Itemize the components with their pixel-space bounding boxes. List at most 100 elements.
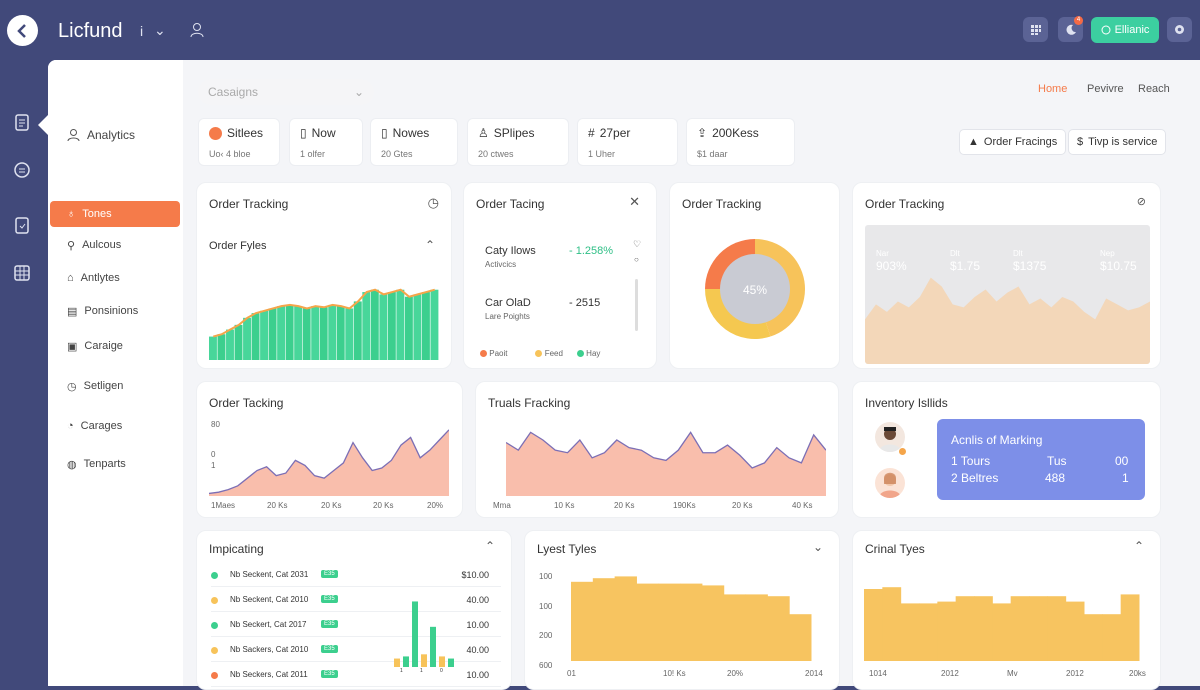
scrollbar[interactable] bbox=[635, 279, 638, 331]
info-icon[interactable]: i bbox=[140, 23, 144, 39]
series-fill bbox=[506, 432, 826, 496]
stat-card[interactable]: ▯ Nowes 20 Gtes bbox=[370, 118, 458, 166]
alert-icon: ◔ bbox=[67, 420, 74, 432]
list-item[interactable]: Nb Seckert, Cat 2017 E35 10.00 bbox=[211, 619, 501, 637]
row-value: $10.00 bbox=[461, 570, 489, 580]
sidebar-item-tenparts[interactable]: ◍ Tenparts bbox=[50, 451, 180, 477]
heart-icon[interactable]: ♡ bbox=[633, 239, 642, 249]
chart-bar bbox=[370, 289, 379, 360]
sidebar-item-ponsinions[interactable]: ▤ Ponsinions bbox=[50, 298, 180, 324]
card-row-label: 2 Beltres bbox=[951, 471, 999, 485]
x-tick: 1Maes bbox=[211, 501, 236, 510]
clipboard-icon[interactable] bbox=[12, 112, 32, 132]
chart-bar bbox=[680, 583, 703, 661]
sidebar-item-setligen[interactable]: ◷ Setligen bbox=[50, 373, 180, 399]
stat-card[interactable]: ▯ Now 1 olfer bbox=[289, 118, 363, 166]
row-sub: Lare Poights bbox=[485, 312, 530, 321]
close-icon[interactable]: ✕ bbox=[629, 194, 640, 209]
stat-title: SPlipes bbox=[493, 126, 535, 140]
currency-icon[interactable] bbox=[12, 160, 32, 180]
row-value: 40.00 bbox=[466, 595, 489, 605]
ellianic-button[interactable]: Ellianic bbox=[1091, 17, 1159, 43]
stat-card[interactable]: #27per 1 Uher bbox=[577, 118, 678, 166]
chevron-up-icon[interactable]: ⌃ bbox=[484, 539, 495, 553]
crinal-tyes-panel: Crinal Tyes ⌃ 1014 2012 Mv 2012 20ks bbox=[852, 530, 1161, 690]
list-item[interactable]: Nb Seckers, Cat 2011 E35 10.00 bbox=[211, 669, 501, 687]
order-tacing-panel: Order Tacing ✕ Caty Ilows Activcics - 1.… bbox=[463, 182, 657, 369]
y-tick: 200 bbox=[539, 631, 553, 640]
chart-bar bbox=[430, 626, 436, 667]
list-item[interactable]: Nb Sackers, Cat 2010 E35 40.00 bbox=[211, 644, 501, 662]
x-tick: 40 Ks bbox=[792, 501, 813, 510]
dollar-icon: $ bbox=[1077, 136, 1084, 148]
avatar[interactable] bbox=[875, 468, 905, 498]
donut-center-label: 45% bbox=[742, 283, 768, 297]
clock-icon[interactable]: ◷ bbox=[427, 195, 439, 210]
grid-icon bbox=[1030, 24, 1041, 35]
chevron-down-icon[interactable]: ⌄ bbox=[154, 22, 166, 38]
chart-bar bbox=[251, 313, 260, 360]
service-button[interactable]: $ Tivp is service bbox=[1068, 129, 1167, 155]
chart-bar bbox=[1065, 601, 1085, 661]
chart-bar bbox=[387, 292, 396, 360]
list-item[interactable]: Nb Seckent, Cat 2010 E35 40.00 bbox=[211, 594, 501, 612]
legend-item: Feed bbox=[535, 349, 563, 358]
line-area-chart bbox=[506, 431, 826, 496]
truals-fracking-panel: Truals Fracking Mma 10 Ks 20 Ks 190Ks 20… bbox=[475, 381, 839, 518]
stat-card[interactable]: ♙ SPlipes 20 ctwes bbox=[467, 118, 569, 166]
x-tick: 01 bbox=[567, 669, 576, 678]
nav-home-link[interactable]: Home bbox=[1038, 83, 1068, 95]
marking-card[interactable]: Acnlis of Marking 1 Tours Tus 00 2 Beltr… bbox=[937, 419, 1145, 500]
back-button[interactable] bbox=[7, 15, 38, 46]
chart-bar bbox=[345, 308, 354, 360]
sidebar-item-tones[interactable]: ♁ Tones bbox=[50, 201, 180, 227]
settings-button[interactable] bbox=[1167, 17, 1192, 42]
order-fracings-button[interactable]: ▲ Order Fracings bbox=[959, 129, 1067, 155]
status-dot bbox=[211, 672, 218, 679]
status-chip: E35 bbox=[321, 620, 338, 628]
chart-bar bbox=[1102, 614, 1122, 661]
stat-card[interactable]: ⇪ 200Kess $1 daar bbox=[686, 118, 795, 166]
avatar[interactable] bbox=[875, 422, 905, 452]
search-input[interactable]: Casaigns ⌄ bbox=[198, 79, 374, 105]
chart-bar bbox=[571, 581, 594, 661]
nav-reach-link[interactable]: Reach bbox=[1138, 83, 1170, 95]
document-icon[interactable] bbox=[12, 215, 32, 235]
chart-bar bbox=[900, 603, 920, 661]
y-tick: 80 bbox=[211, 420, 220, 429]
sidebar-item-aulcous[interactable]: ⚲ Aulcous bbox=[50, 232, 180, 258]
sidebar-item-carages[interactable]: ◔ Carages bbox=[50, 413, 180, 439]
chevron-up-icon[interactable]: ⌃ bbox=[424, 238, 435, 252]
card-title: Acnlis of Marking bbox=[951, 433, 1043, 447]
grid-button[interactable] bbox=[1023, 17, 1048, 42]
panel-title: Impicating bbox=[209, 542, 264, 556]
check-icon[interactable]: ⊘ bbox=[1136, 196, 1146, 208]
sidebar-item-antlytes[interactable]: ⌂ Antlytes bbox=[50, 265, 180, 291]
stat-sub: 1 Uher bbox=[588, 149, 616, 159]
area-fill bbox=[865, 277, 1150, 364]
order-tracking-area-panel: Order Tracking ⊘ Nar 903% Dlt $1.75 Dlt … bbox=[852, 182, 1161, 369]
sidebar-item-label: Antlytes bbox=[80, 272, 120, 284]
table-icon[interactable] bbox=[12, 263, 32, 283]
stat-card[interactable]: Sitlees Uo‹ 4 bloe bbox=[198, 118, 280, 166]
moon-icon bbox=[1066, 24, 1076, 35]
x-tick: 2014 bbox=[805, 669, 823, 678]
nav-preview-link[interactable]: Pevivre bbox=[1087, 83, 1124, 95]
user-icon[interactable] bbox=[190, 22, 204, 41]
series-fill bbox=[209, 429, 449, 496]
list-item[interactable]: Nb Seckent, Cat 2031 E35 $10.00 bbox=[211, 569, 501, 587]
chart-bar bbox=[636, 583, 659, 661]
user-icon: ♙ bbox=[478, 126, 489, 140]
x-tick: Mv bbox=[1007, 669, 1018, 678]
row-label: Nb Seckers, Cat 2011 bbox=[230, 670, 308, 679]
donut-chart bbox=[705, 239, 805, 339]
stat-bottom: $10.75 bbox=[1100, 259, 1137, 273]
chart-bar bbox=[448, 658, 454, 667]
notification-badge: 4 bbox=[1074, 16, 1083, 25]
home-icon: ⌂ bbox=[67, 272, 74, 284]
sidebar-item-caraige[interactable]: ▣ Caraige bbox=[50, 333, 180, 359]
row-value: - 1.258% bbox=[569, 245, 614, 257]
area-chart bbox=[865, 277, 1150, 364]
chevron-up-icon[interactable]: ⌃ bbox=[1133, 539, 1144, 553]
chevron-down-icon[interactable]: ⌄ bbox=[812, 540, 823, 554]
